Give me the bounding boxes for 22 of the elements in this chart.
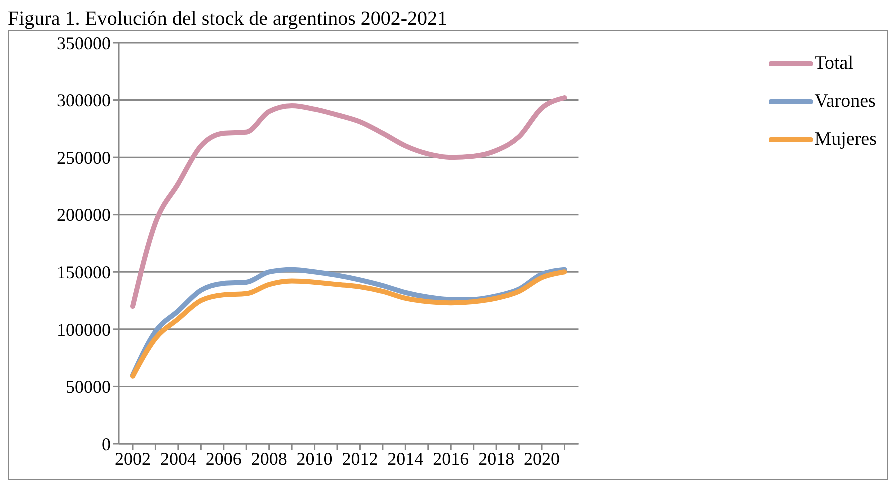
x-tick-label: 2020	[524, 448, 560, 469]
y-tick-label: 250000	[57, 148, 111, 168]
y-tick-label: 150000	[57, 262, 111, 283]
chart-title: Figura 1. Evolución del stock de argentinos 2002-2021	[8, 8, 449, 30]
x-tick-label: 2006	[206, 448, 242, 469]
x-tick-label: 2016	[433, 448, 470, 469]
x-tick-label: 2012	[342, 448, 378, 469]
x-tick-label: 2004	[160, 448, 196, 469]
x-tick-label: 2010	[296, 448, 333, 469]
x-tick-label: 2002	[115, 448, 151, 469]
x-tick-label: 2008	[251, 448, 288, 469]
legend-label: Varones	[814, 90, 876, 114]
x-tick-label: 2018	[478, 448, 515, 469]
y-tick-label: 200000	[57, 205, 111, 226]
legend-label: Mujeres	[814, 128, 877, 152]
y-tick-label: 300000	[57, 90, 111, 111]
y-tick-label: 100000	[57, 320, 111, 340]
y-tick-label: 0	[102, 434, 111, 454]
x-tick-label: 2014	[388, 448, 424, 469]
legend-label: Total	[814, 52, 854, 76]
y-tick-label: 50000	[66, 377, 111, 398]
y-tick-label: 350000	[57, 33, 111, 54]
